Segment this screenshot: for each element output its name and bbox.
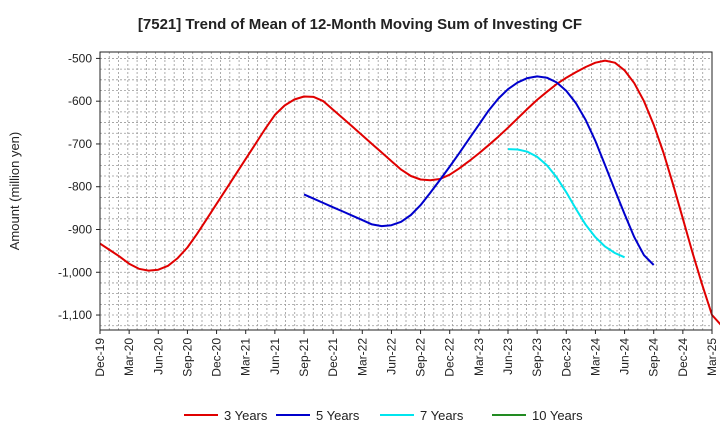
x-tick-label: Dec-21	[326, 338, 340, 377]
legend-item: 5 Years	[276, 408, 360, 423]
x-tick-label: Jun-20	[151, 338, 165, 375]
x-tick-label: Dec-24	[676, 338, 690, 377]
y-tick-label: -900	[68, 222, 92, 236]
x-tick-label: Jun-21	[268, 338, 282, 375]
legend-item: 7 Years	[380, 408, 464, 423]
plot-area	[100, 52, 712, 330]
x-tick-label: Dec-22	[443, 338, 457, 377]
legend-item: 3 Years	[184, 408, 268, 423]
x-tick-label: Jun-24	[618, 338, 632, 375]
x-tick-label: Sep-21	[297, 338, 311, 377]
plot-border	[99, 51, 713, 331]
y-tick-label: -1,100	[58, 308, 92, 322]
x-tick-label: Jun-23	[501, 338, 515, 375]
series-line-5-years	[303, 75, 655, 266]
x-tick-label: Sep-23	[530, 338, 544, 377]
x-axis-ticks: Dec-19 Mar-20 Jun-20 Sep-20 Dec-20 Mar-21 Jun-…	[93, 330, 719, 377]
legend: 3 Years 5 Years 7 Years 10 Years	[184, 408, 583, 423]
legend-label: 5 Years	[316, 408, 360, 423]
x-tick-label: Mar-23	[472, 338, 486, 376]
x-tick-label: Sep-22	[414, 338, 428, 377]
y-tick-label: -800	[68, 180, 92, 194]
plot-frame	[99, 51, 713, 331]
series-line-7-years	[507, 148, 626, 259]
y-tick-label: -1,000	[58, 265, 92, 279]
y-tick-label: -600	[68, 94, 92, 108]
x-tick-label: Jun-22	[384, 338, 398, 375]
plot-background	[100, 52, 712, 330]
series-line-3-years	[99, 59, 720, 326]
y-axis-label: Amount (million yen)	[7, 132, 22, 251]
x-tick-label: Mar-22	[355, 338, 369, 376]
x-tick-label: Dec-23	[559, 338, 573, 377]
x-tick-label: Mar-20	[122, 338, 136, 376]
x-tick-label: Sep-24	[647, 338, 661, 377]
chart-title: [7521] Trend of Mean of 12-Month Moving …	[138, 16, 582, 33]
legend-label: 3 Years	[224, 408, 268, 423]
x-tick-label: Dec-19	[93, 338, 107, 377]
y-axis-ticks: -500 -600 -700 -800 -900 -1,000 -1,100	[58, 51, 100, 322]
y-tick-label: -700	[68, 137, 92, 151]
legend-item: 10 Years	[492, 408, 583, 423]
series-lines	[99, 59, 720, 326]
x-tick-label: Dec-20	[210, 338, 224, 377]
y-tick-label: -500	[68, 51, 92, 65]
x-tick-label: Mar-21	[239, 338, 253, 376]
legend-label: 7 Years	[420, 408, 464, 423]
x-tick-label: Mar-25	[705, 338, 719, 376]
x-tick-label: Sep-20	[180, 338, 194, 377]
x-tick-label: Mar-24	[588, 338, 602, 376]
legend-label: 10 Years	[532, 408, 583, 423]
